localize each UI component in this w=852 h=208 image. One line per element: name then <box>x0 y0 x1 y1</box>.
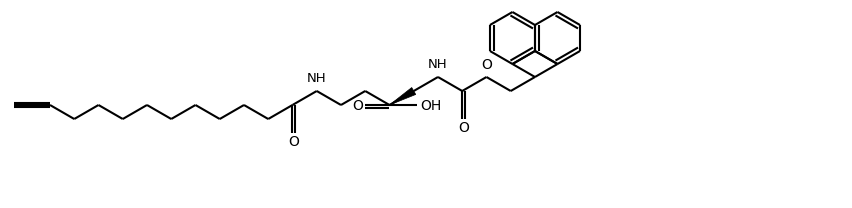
Text: NH: NH <box>307 73 326 85</box>
Text: O: O <box>289 135 299 149</box>
Polygon shape <box>389 88 416 105</box>
Text: NH: NH <box>429 58 448 72</box>
Text: OH: OH <box>420 99 441 113</box>
Text: O: O <box>458 121 469 135</box>
Text: O: O <box>352 99 363 113</box>
Text: O: O <box>481 58 492 72</box>
